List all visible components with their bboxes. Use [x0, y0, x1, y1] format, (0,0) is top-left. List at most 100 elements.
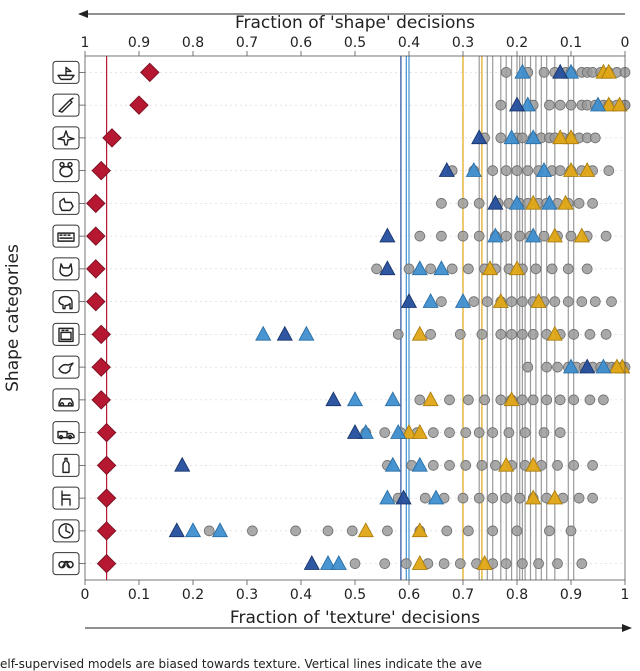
point-circle [542, 395, 552, 405]
point-circle [474, 428, 484, 438]
point-circle [577, 297, 587, 307]
point-circle [455, 329, 465, 339]
category-icon-bird [53, 356, 79, 378]
point-circle [534, 559, 544, 569]
xtick-bottom: 0.3 [236, 587, 258, 603]
point-circle [542, 362, 552, 372]
category-icon-cat [53, 258, 79, 280]
x-top-label: Fraction of 'shape' decisions [235, 13, 475, 33]
point-circle [563, 264, 573, 274]
point-circle [501, 231, 511, 241]
point-circle [528, 395, 538, 405]
point-circle [585, 329, 595, 339]
point-circle [501, 166, 511, 176]
point-circle [474, 493, 484, 503]
point-circle [577, 559, 587, 569]
point-circle [463, 264, 473, 274]
xtick-top: 0.1 [560, 35, 582, 51]
point-circle [469, 297, 479, 307]
point-circle [426, 329, 436, 339]
category-icon-clock [53, 520, 79, 542]
point-circle [517, 329, 527, 339]
point-circle [555, 166, 565, 176]
point-circle [607, 297, 617, 307]
point-circle [496, 133, 506, 143]
category-icon-dog [53, 192, 79, 214]
point-circle [380, 428, 390, 438]
xtick-bottom: 0.8 [506, 587, 528, 603]
point-circle [445, 460, 455, 470]
point-circle [496, 395, 506, 405]
point-circle [458, 198, 468, 208]
point-circle [569, 329, 579, 339]
caption-fragment: elf-supervised models are biased towards… [0, 657, 640, 671]
xtick-bottom: 1 [621, 587, 630, 603]
point-circle [590, 297, 600, 307]
category-icon-airplane [53, 127, 79, 149]
category-icon-chair [53, 487, 79, 509]
point-circle [566, 100, 576, 110]
point-circle [490, 460, 500, 470]
point-circle [520, 428, 530, 438]
x-bottom-label: Fraction of 'texture' decisions [230, 608, 480, 628]
point-circle [401, 559, 411, 569]
xtick-top: 0.6 [290, 35, 312, 51]
point-circle [569, 395, 579, 405]
point-circle [428, 460, 438, 470]
point-circle [601, 231, 611, 241]
point-circle [512, 166, 522, 176]
point-circle [496, 100, 506, 110]
point-circle [555, 428, 565, 438]
point-circle [588, 460, 598, 470]
point-circle [372, 264, 382, 274]
point-circle [528, 329, 538, 339]
xtick-bottom: 0.6 [398, 587, 420, 603]
category-icon-elephant [53, 291, 79, 313]
category-icon-bottle [53, 454, 79, 476]
point-circle [604, 166, 614, 176]
point-circle [507, 329, 517, 339]
point-circle [415, 231, 425, 241]
point-circle [426, 264, 436, 274]
point-circle [455, 559, 465, 569]
point-circle [458, 493, 468, 503]
category-icon-bicycle [53, 553, 79, 575]
category-icon-keyboard [53, 225, 79, 247]
point-circle [393, 329, 403, 339]
xtick-bottom: 0.5 [344, 587, 366, 603]
point-circle [488, 166, 498, 176]
point-circle [445, 428, 455, 438]
point-circle [512, 526, 522, 536]
point-circle [544, 526, 554, 536]
y-label: Shape categories [3, 244, 23, 392]
point-circle [404, 264, 414, 274]
point-circle [323, 526, 333, 536]
point-circle [382, 526, 392, 536]
point-circle [350, 559, 360, 569]
point-circle [474, 231, 484, 241]
point-circle [563, 297, 573, 307]
category-icon-truck [53, 422, 79, 444]
xtick-bottom: 0.2 [182, 587, 204, 603]
point-circle [517, 395, 527, 405]
point-circle [501, 493, 511, 503]
xtick-bottom: 0.4 [290, 587, 312, 603]
point-circle [420, 493, 430, 503]
point-circle [515, 493, 525, 503]
point-circle [553, 559, 563, 569]
point-circle [590, 133, 600, 143]
point-circle [477, 329, 487, 339]
category-icon-bear [53, 160, 79, 182]
category-icon-knife [53, 94, 79, 116]
point-circle [436, 198, 446, 208]
point-circle [488, 526, 498, 536]
point-circle [461, 460, 471, 470]
point-circle [539, 67, 549, 77]
xtick-bottom: 0.7 [452, 587, 474, 603]
point-circle [463, 395, 473, 405]
point-circle [347, 526, 357, 536]
point-circle [553, 460, 563, 470]
point-circle [436, 297, 446, 307]
point-circle [531, 264, 541, 274]
point-circle [477, 460, 487, 470]
